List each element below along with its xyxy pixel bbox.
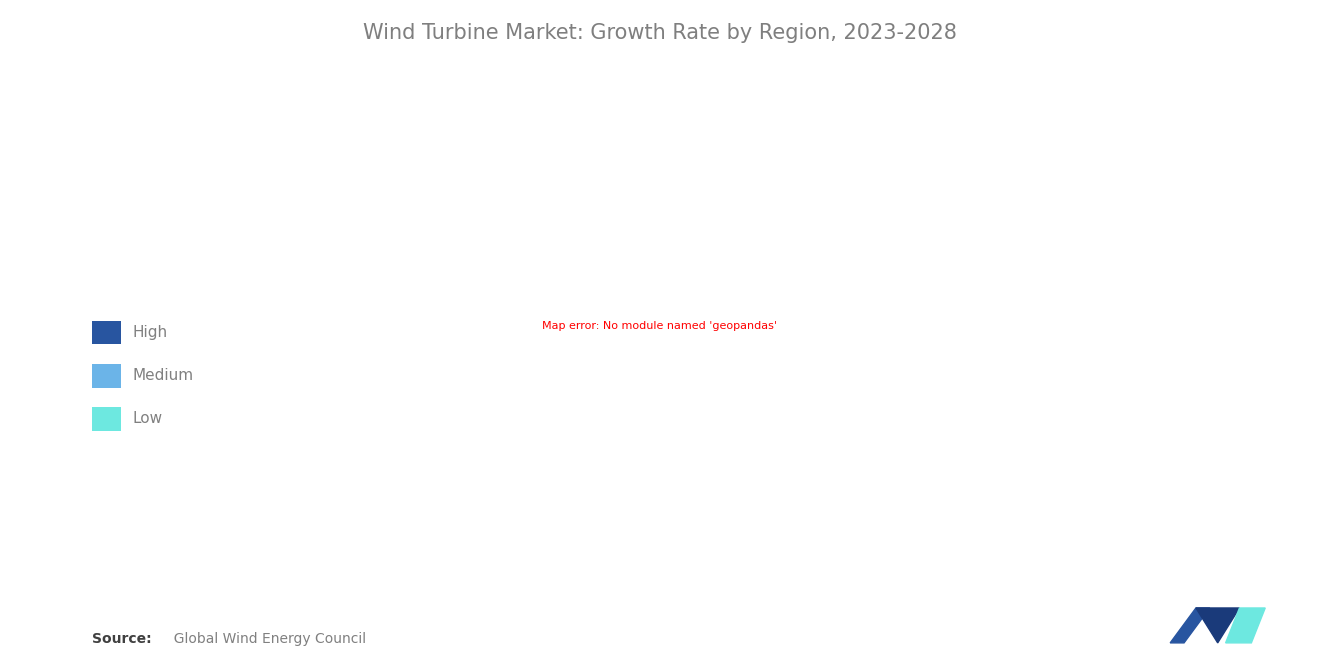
Text: Low: Low: [132, 412, 162, 426]
Text: Global Wind Energy Council: Global Wind Energy Council: [165, 632, 366, 646]
Polygon shape: [1171, 608, 1209, 643]
Text: Medium: Medium: [132, 368, 193, 383]
Text: High: High: [132, 325, 168, 340]
Polygon shape: [1196, 608, 1239, 643]
Text: Map error: No module named 'geopandas': Map error: No module named 'geopandas': [543, 321, 777, 331]
Text: Wind Turbine Market: Growth Rate by Region, 2023-2028: Wind Turbine Market: Growth Rate by Regi…: [363, 23, 957, 43]
Polygon shape: [1226, 608, 1265, 643]
Text: Source:: Source:: [92, 632, 152, 646]
